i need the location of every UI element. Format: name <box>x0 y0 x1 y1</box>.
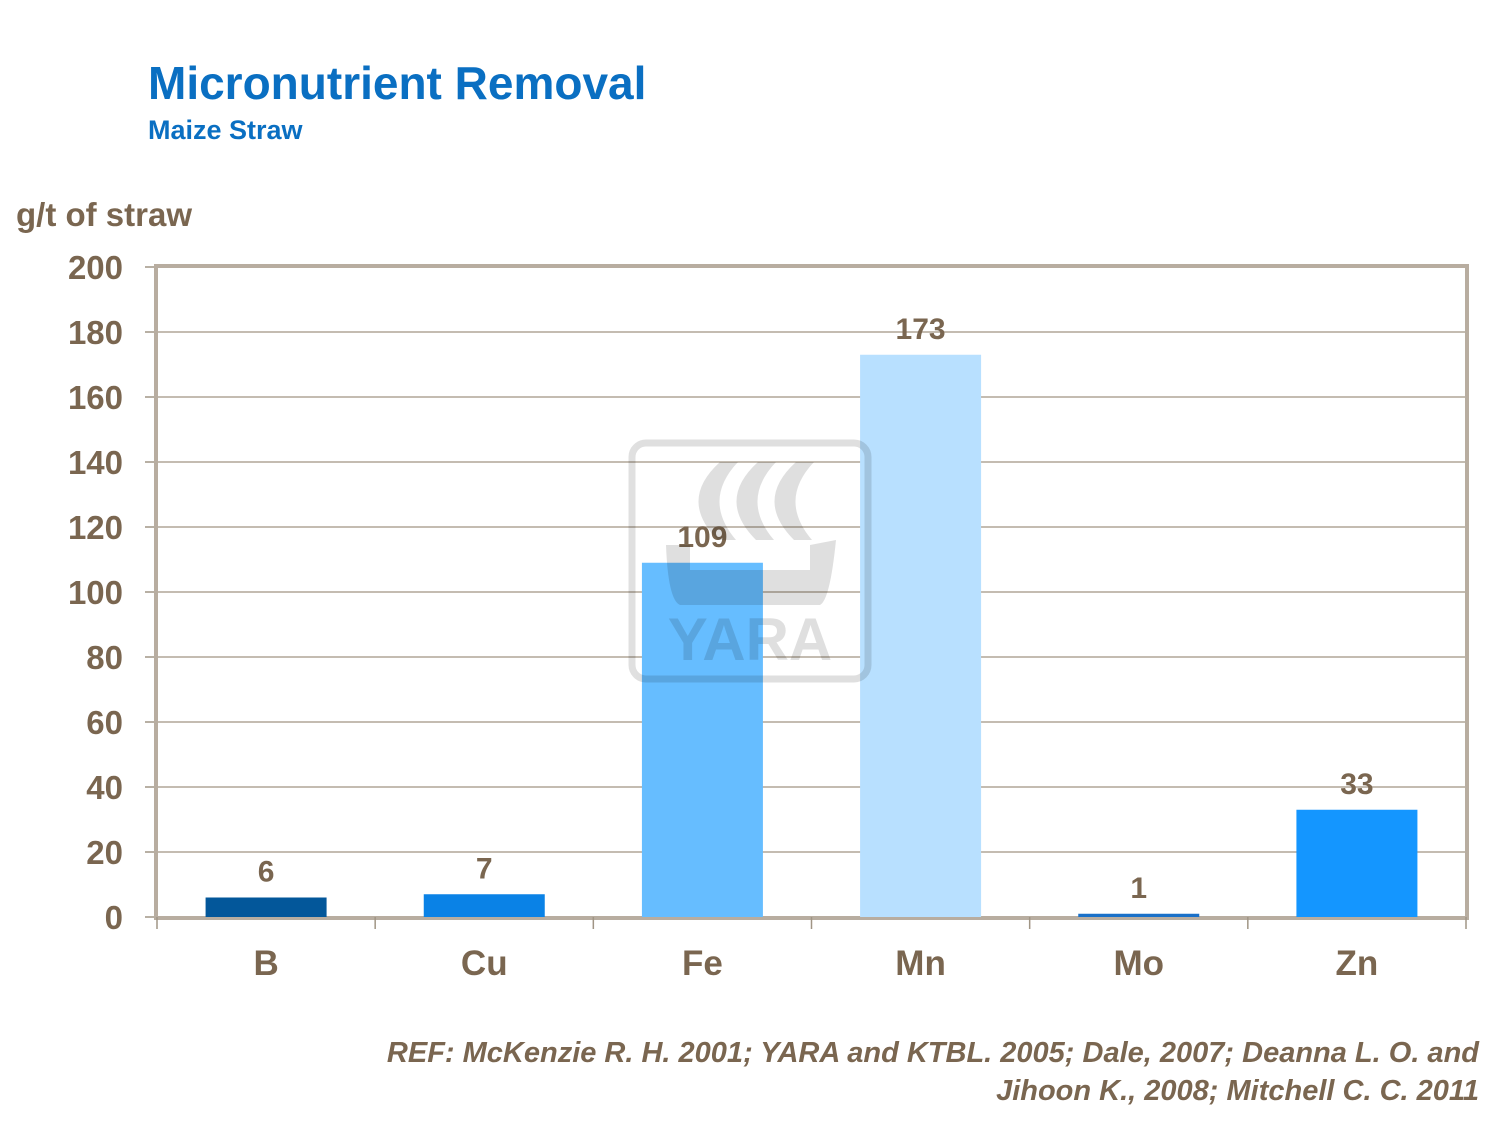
chart-subtitle: Maize Straw <box>148 115 303 145</box>
y-axis-label: g/t of straw <box>16 196 193 233</box>
x-tick-label: Mn <box>895 944 946 983</box>
bar-b <box>205 897 327 917</box>
y-tick-label: 160 <box>68 379 123 416</box>
y-tick-label: 40 <box>86 769 123 806</box>
y-tick-label: 100 <box>68 574 123 611</box>
bar-mo <box>1078 913 1200 917</box>
reference-text: REF: McKenzie R. H. 2001; YARA and KTBL.… <box>179 1034 1479 1110</box>
bar-mn <box>860 354 982 917</box>
y-tick-label: 60 <box>86 704 123 741</box>
y-tick-label: 180 <box>68 314 123 351</box>
y-tick-label: 0 <box>105 899 123 936</box>
x-tick-label: Mo <box>1113 944 1164 983</box>
data-label: 7 <box>476 852 493 885</box>
y-tick-label: 20 <box>86 834 123 871</box>
yara-watermark-logo: YARA <box>628 439 872 683</box>
reference-line-1: REF: McKenzie R. H. 2001; YARA and KTBL.… <box>386 1037 1479 1069</box>
data-label: 173 <box>896 313 946 346</box>
svg-text:YARA: YARA <box>668 606 833 673</box>
x-tick-label: Fe <box>682 944 723 983</box>
x-tick-label: Cu <box>461 944 508 983</box>
y-tick-label: 200 <box>68 249 123 286</box>
data-label: 1 <box>1130 872 1147 905</box>
reference-line-2: Jihoon K., 2008; Mitchell C. C. 2011 <box>996 1075 1479 1107</box>
data-label: 109 <box>677 521 727 554</box>
bar-zn <box>1296 809 1418 917</box>
chart-title: Micronutrient Removal <box>148 57 647 109</box>
y-tick-label: 120 <box>68 509 123 546</box>
bar-cu <box>423 894 545 917</box>
data-label: 6 <box>258 856 275 889</box>
bar-fe <box>641 562 763 917</box>
x-tick-label: B <box>253 944 278 983</box>
y-tick-label: 140 <box>68 444 123 481</box>
data-label: 33 <box>1340 768 1373 801</box>
y-tick-label: 80 <box>86 639 123 676</box>
x-tick-label: Zn <box>1336 944 1379 983</box>
